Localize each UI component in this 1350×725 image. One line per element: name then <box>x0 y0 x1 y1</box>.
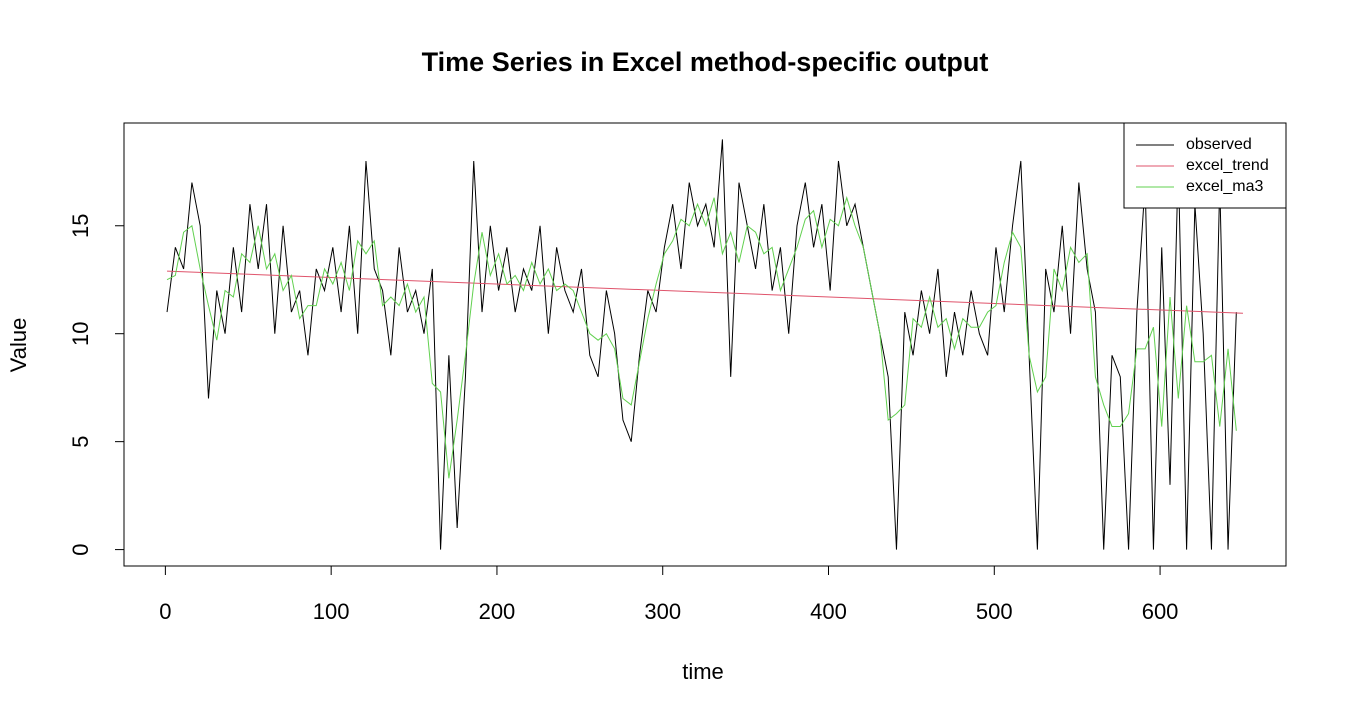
x-tick-label: 600 <box>1142 599 1179 624</box>
plot-frame <box>123 122 1287 567</box>
series-line <box>167 270 1243 314</box>
x-tick-label: 100 <box>313 599 350 624</box>
x-tick-label: 500 <box>976 599 1013 624</box>
y-tick-label: 5 <box>68 436 93 448</box>
legend-label: excel_ma3 <box>1186 178 1263 195</box>
chart-title: Time Series in Excel method-specific out… <box>422 47 989 77</box>
legend-label: observed <box>1186 136 1252 153</box>
y-axis-title: Value <box>6 318 31 373</box>
y-tick-label: 15 <box>68 214 93 238</box>
x-tick-label: 0 <box>159 599 171 624</box>
x-tick-label: 200 <box>479 599 516 624</box>
series-line <box>166 195 1237 479</box>
y-tick-label: 10 <box>68 321 93 345</box>
y-tick-label: 0 <box>68 543 93 555</box>
legend-label: excel_trend <box>1186 157 1269 174</box>
x-tick-label: 400 <box>810 599 847 624</box>
x-tick-label: 300 <box>644 599 681 624</box>
x-axis-title: time <box>682 659 724 684</box>
